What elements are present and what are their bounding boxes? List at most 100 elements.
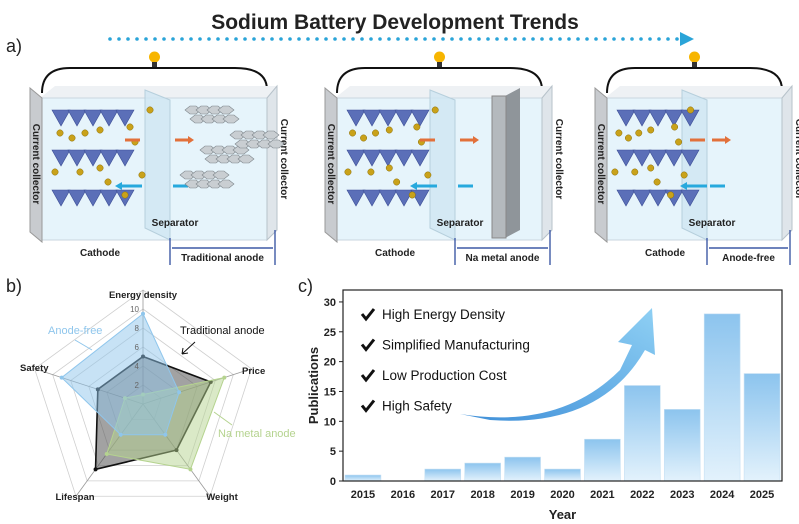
cell-top (605, 86, 792, 98)
radar-chart: 2 4 6 8 10 Energy density Price Weight Lifespan S… (20, 289, 296, 503)
graphite-hexagon (222, 114, 240, 124)
checkmark-icon (360, 399, 376, 413)
cathode-crystal (394, 109, 414, 127)
trend-dot (522, 37, 526, 41)
charge-arrowhead (725, 136, 731, 144)
trend-dot (567, 37, 571, 41)
left-current-collector (324, 86, 338, 244)
right-current-collector (781, 84, 793, 242)
sodium-ion (138, 171, 146, 179)
sodium-ion (344, 168, 352, 176)
cathode-crystal (115, 109, 135, 127)
bar-2020 (544, 468, 581, 482)
trend-dot (414, 37, 418, 41)
na-metal-anode (491, 95, 507, 239)
sodium-ion (393, 178, 401, 186)
cathode-crystal (51, 149, 71, 167)
panel-b-label: b) (6, 276, 22, 296)
radar-axis-label: Safety (20, 363, 49, 374)
bar-2025 (743, 373, 781, 482)
cathode-crystal (680, 189, 700, 207)
growth-arrow (460, 308, 655, 421)
trend-dot (198, 37, 202, 41)
trend-dot (477, 37, 481, 41)
cathode-crystal (115, 149, 135, 167)
lightbulb-base (152, 62, 157, 67)
radar-grid-ring (34, 289, 252, 497)
cathode-layer (616, 109, 700, 127)
x-tick-label: 2024 (710, 489, 735, 501)
cathode-layer (51, 109, 135, 127)
trend-dot (486, 37, 490, 41)
trend-dot (387, 37, 391, 41)
trend-dot (252, 37, 256, 41)
graphite-hexagon (217, 105, 235, 115)
graphite-sheet (184, 105, 240, 124)
sodium-ion (56, 129, 64, 137)
cathode-layer (51, 149, 135, 167)
cathode-crystal (99, 109, 119, 127)
radar-tick-label: 6 (135, 343, 140, 352)
bar-2015 (344, 474, 382, 482)
sodium-ion (615, 129, 623, 137)
trend-dot (558, 37, 562, 41)
right-collector-label: Current collector (278, 119, 289, 200)
trend-dot (315, 37, 319, 41)
cathode-crystal (394, 189, 414, 207)
sodium-ion (68, 134, 76, 142)
cathode-crystal (410, 149, 430, 167)
trend-dot (612, 37, 616, 41)
cell-top (40, 86, 277, 98)
anode-dimension-line (454, 230, 551, 265)
radar-tick-label: 2 (135, 381, 140, 390)
cathode-crystal (632, 109, 652, 127)
trend-dot (648, 37, 652, 41)
sodium-ion (51, 168, 59, 176)
graphite-sheet (199, 145, 255, 164)
radar-point (141, 311, 145, 316)
cathode-crystal (67, 189, 87, 207)
sodium-ion (76, 168, 84, 176)
trend-dot (351, 37, 355, 41)
cathode-crystal (67, 149, 87, 167)
cathode-crystal (83, 189, 103, 207)
trend-dot (288, 37, 292, 41)
trend-dot (369, 37, 373, 41)
trend-dot (225, 37, 229, 41)
y-tick-label: 10 (324, 416, 336, 428)
sodium-ion (96, 126, 104, 134)
radar-series-anode-free (60, 312, 180, 436)
sodium-ion (372, 129, 379, 137)
y-tick-label: 25 (324, 327, 336, 339)
bar-2018 (464, 462, 501, 482)
plot-frame (342, 289, 783, 482)
sodium-ion (121, 191, 129, 199)
external-wire (606, 67, 783, 94)
trend-arrow (108, 32, 694, 46)
left-current-collector (594, 86, 608, 244)
trend-dot (297, 37, 301, 41)
sodium-ion (653, 178, 661, 186)
battery-cells: Current collector Current collector Separa… (29, 51, 799, 265)
cathode-crystal (410, 109, 430, 127)
sodium-ion (413, 123, 421, 131)
trend-dot (324, 37, 328, 41)
cathode-crystal (616, 149, 636, 167)
trend-dot (342, 37, 346, 41)
x-tick-label: 2016 (391, 489, 415, 501)
cathode-crystal (346, 149, 366, 167)
radar-axis-label: Weight (206, 492, 238, 503)
sodium-ion (675, 138, 683, 146)
cathode-crystal (362, 109, 382, 127)
sodium-ion (126, 123, 134, 131)
cathode-crystal (664, 149, 684, 167)
anode-dimension-line (706, 230, 791, 265)
legend-na-metal-anode: Na metal anode (218, 428, 296, 440)
sodium-ion (624, 134, 632, 142)
trend-dot (153, 37, 157, 41)
trend-dot (504, 37, 508, 41)
cathode-layer (346, 109, 430, 127)
sodium-ion (408, 191, 416, 199)
trend-dot (675, 37, 679, 41)
cathode-layer (616, 149, 700, 167)
